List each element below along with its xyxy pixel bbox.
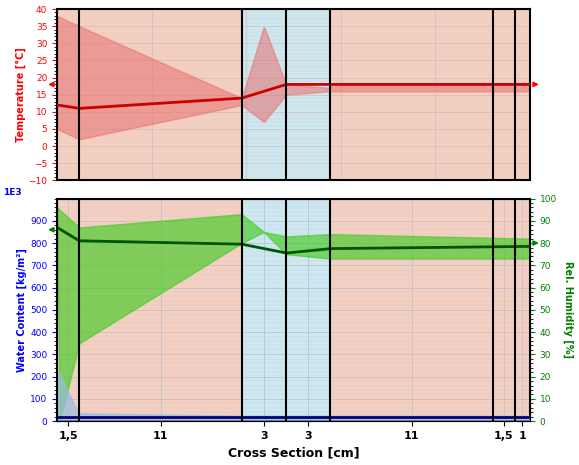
Text: 1E3: 1E3 xyxy=(3,188,21,198)
X-axis label: Cross Section [cm]: Cross Section [cm] xyxy=(228,446,360,459)
Bar xyxy=(331,199,493,421)
Bar xyxy=(57,9,79,180)
Y-axis label: Temperature [°C]: Temperature [°C] xyxy=(15,47,25,142)
Bar xyxy=(331,9,493,180)
Bar xyxy=(493,199,515,421)
Bar xyxy=(242,9,286,180)
Bar xyxy=(79,9,242,180)
Bar xyxy=(79,199,242,421)
Bar xyxy=(515,9,530,180)
Bar xyxy=(57,199,79,421)
Bar xyxy=(242,199,286,421)
Y-axis label: Rel. Humidity [%]: Rel. Humidity [%] xyxy=(563,261,573,359)
Bar xyxy=(286,199,331,421)
Y-axis label: Water Content [kg/m²]: Water Content [kg/m²] xyxy=(17,248,27,372)
Bar xyxy=(286,9,331,180)
Bar xyxy=(515,199,530,421)
Bar xyxy=(493,9,515,180)
